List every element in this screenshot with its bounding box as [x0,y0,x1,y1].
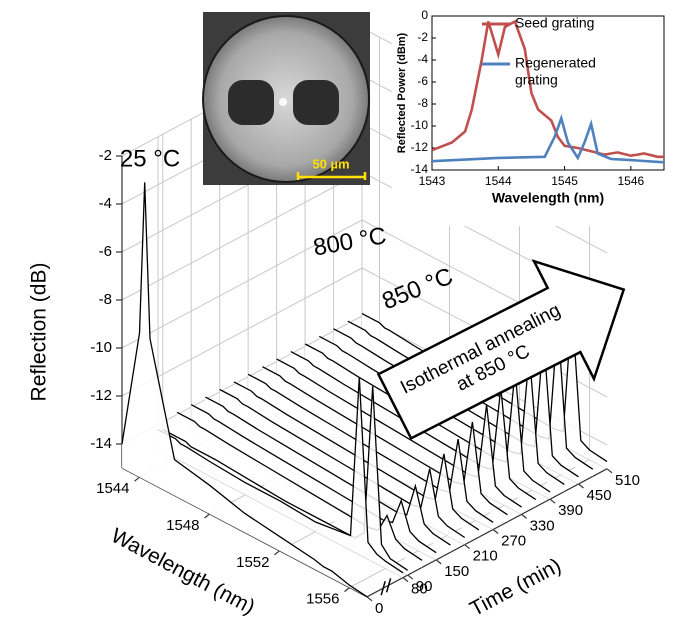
y-tick-label: 270 [501,532,526,549]
x-tick-label: 1545 [551,174,578,188]
arrow-shape [376,259,626,441]
y-tick [549,498,556,504]
x-tick-label: 1543 [419,174,446,188]
y-tick-label: 0 [421,8,428,22]
x-axis-label: Wavelength (nm) [492,190,604,206]
spectrum-trace [276,358,522,508]
spectrum-trace [176,411,423,561]
spectrum-trace [157,376,404,574]
z-tick-label: -8 [99,291,112,308]
trace-mask [219,389,465,545]
legend-label: Regenerated grating [515,54,600,87]
x-tick [134,476,140,482]
x-tick [204,513,210,519]
spectrum-trace [121,182,368,598]
y-axis-label: Reflected Power (dBm) [396,32,408,153]
y-tick-label: -14 [411,162,429,176]
fiber-micrograph: 50 µm [202,12,370,185]
z-tick-label: -14 [90,435,112,452]
spectrum-trace [247,373,494,523]
scale-bar-label: 50 µm [312,156,349,171]
y-tick-label: -6 [417,74,428,88]
x-tick-label: 1544 [485,174,512,188]
z-tick-label: -2 [99,147,112,164]
z-tick-label: -4 [99,195,112,212]
legend-label: Seed grating [515,15,594,31]
inset-line [431,19,664,159]
x-tick-label: 1556 [306,591,339,608]
x-tick-label: 1544 [96,480,129,497]
y-tick [578,483,584,489]
scale-bar [296,172,367,180]
y-tick-label: -10 [411,118,429,132]
y-tick [366,596,373,602]
x-axis-label: Wavelength (nm) [107,524,258,619]
spectrum-trace [205,396,451,546]
x-tick [274,550,280,556]
x-tick-label: 1546 [618,174,645,188]
temperature-annotation: 25 °C [120,145,180,172]
y-tick-label: 510 [615,472,640,489]
y-tick-label: -2 [417,30,428,44]
z-tick-label: -12 [90,387,112,404]
y-tick-label: 0 [375,600,383,617]
y-tick [492,529,499,534]
stress-rod [293,80,339,125]
y-tick-label: 210 [473,548,498,565]
y-tick-label: -12 [411,140,429,154]
z-tick-label: -6 [99,243,112,260]
inset-background [392,4,682,226]
temperature-annotation: 800 °C [311,222,388,261]
spectrum-trace [318,335,565,485]
axis-break [385,578,392,593]
inset-line [431,113,665,164]
spectrum-trace [290,351,537,501]
trace-mask [162,386,408,576]
z-tick-label: -10 [90,339,112,356]
spectrum-trace [190,404,437,554]
spectrum-trace [347,320,594,470]
grid-line [121,267,363,397]
y-tick [402,577,409,583]
z-axis-label: Reflection (dB) [28,263,51,402]
y-tick-label: 390 [558,502,583,519]
stress-rod [228,80,274,125]
grid-line [121,219,363,349]
spectrum-trace [162,386,409,571]
fiber-core [279,98,287,106]
fiber-cladding [202,15,370,183]
spectrum-trace [304,343,551,493]
trace-mask [205,397,451,553]
y-tick-label: 150 [444,563,469,580]
spectrum-trace [262,366,508,516]
grid-line [121,171,363,301]
y-tick [464,544,471,550]
y-tick-label: -8 [417,96,428,110]
y-tick [606,468,613,474]
x-tick [344,587,350,593]
y-tick [407,574,414,580]
y-axis [366,468,608,598]
y-tick-label: 90 [416,578,433,595]
trace-mask [122,182,367,597]
y-tick-label: 450 [587,487,612,504]
y-tick [435,559,442,565]
inset-plot-frame [431,15,665,171]
y-tick [521,513,527,519]
x-tick-label: 1548 [166,517,199,534]
axis-break [380,580,386,596]
temperature-annotation: 850 °C [378,263,456,316]
spectrum-trace [333,328,579,478]
y-tick-label: -4 [417,52,428,66]
x-tick-label: 1552 [236,554,269,571]
y-tick-label: 80 [411,581,428,598]
y-tick-label: 330 [530,517,555,534]
